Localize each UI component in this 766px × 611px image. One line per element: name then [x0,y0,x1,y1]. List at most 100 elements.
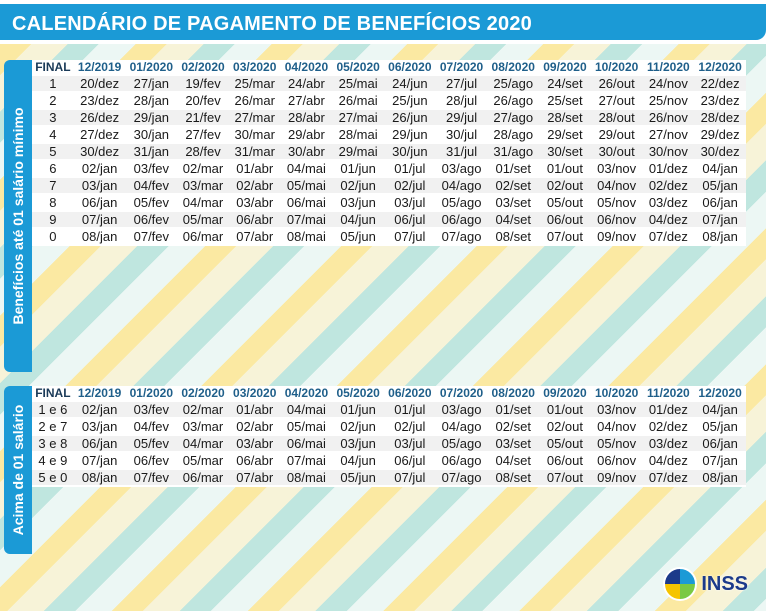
column-header-month: 09/2020 [539,386,591,402]
payment-date-cell: 06/jan [73,435,126,453]
payment-date-cell: 22/dez [694,75,746,93]
column-header-month: 01/2020 [125,386,178,402]
payment-date-cell: 29/dez [694,126,746,144]
final-digit-cell: 1 [32,75,74,93]
payment-date-cell: 06/abr [228,211,281,229]
payment-date-cell: 07/ago [435,228,488,246]
payment-date-cell: 06/nov [590,211,643,229]
payment-date-cell: 03/dez [642,435,695,453]
payment-date-cell: 05/mai [280,418,333,436]
payment-date-cell: 29/jun [383,126,436,144]
table-row: 4 27/dez 30/jan 27/fev 30/mar 29/abr 28/mai 29/… [32,126,746,144]
final-digit-cell: 6 [32,160,74,178]
payment-date-cell: 07/dez [642,228,695,246]
table-body: FINAL 12/2019 01/2020 02/2020 03/2020 04/2020… [32,60,746,246]
table-row: 1 e 6 02/jan 03/fev 02/mar 01/abr 04/mai 01/ju… [32,401,746,419]
payment-date-cell: 24/nov [642,75,695,93]
payment-date-cell: 02/dez [642,418,695,436]
payment-date-cell: 04/set [487,211,540,229]
payment-date-cell: 28/out [590,109,643,127]
page-title: CALENDÁRIO DE PAGAMENTO DE BENEFÍCIOS 20… [12,13,532,35]
payment-date-cell: 04/dez [642,452,695,470]
payment-date-cell: 03/jun [332,435,384,453]
payment-date-cell: 31/jul [435,143,488,161]
payment-date-cell: 31/jan [125,143,178,161]
payment-date-cell: 06/abr [228,452,281,470]
payment-date-cell: 01/abr [228,401,281,419]
payment-date-cell: 25/jun [383,92,436,110]
column-header-month: 03/2020 [228,60,281,76]
payment-date-cell: 01/set [487,160,540,178]
column-header-month: 02/2020 [177,60,229,76]
payment-date-cell: 07/mai [280,211,333,229]
payment-date-cell: 01/jul [383,401,436,419]
inss-logo: INSS [663,567,748,601]
inss-logo-icon [663,567,698,601]
payment-date-cell: 05/fev [125,435,178,453]
payment-date-cell: 05/jun [332,469,384,487]
payment-date-cell: 26/mai [332,92,384,110]
payment-date-cell: 28/jan [125,92,178,110]
final-digit-cell: 8 [32,194,74,212]
final-digit-cell: 0 [32,228,74,246]
payment-date-cell: 26/out [590,75,643,93]
payment-date-cell: 28/jul [435,92,488,110]
table-row: 0 08/jan 07/fev 06/mar 07/abr 08/mai 05/jun 07/… [32,228,746,246]
payment-date-cell: 03/abr [228,435,281,453]
payment-date-cell: 05/ago [435,435,488,453]
payment-date-cell: 06/ago [435,452,488,470]
payment-date-cell: 25/set [539,92,591,110]
payment-date-cell: 09/nov [590,469,643,487]
payment-date-cell: 30/abr [280,143,333,161]
table-row: 9 07/jan 06/fev 05/mar 06/abr 07/mai 04/jun 06/… [32,211,746,229]
table-row: 3 26/dez 29/jan 21/fev 27/mar 28/abr 27/mai 26/… [32,109,746,127]
payment-date-cell: 05/ago [435,194,488,212]
payment-date-cell: 30/out [590,143,643,161]
payment-date-cell: 23/dez [73,92,126,110]
payment-date-cell: 07/dez [642,469,695,487]
column-header-month: 04/2020 [280,60,333,76]
payment-date-cell: 04/jun [332,452,384,470]
payment-date-cell: 07/abr [228,228,281,246]
payment-date-cell: 27/ago [487,109,540,127]
payment-date-cell: 06/mar [177,469,229,487]
payment-date-cell: 03/mar [177,418,229,436]
payment-date-cell: 23/dez [694,92,746,110]
payment-date-cell: 08/mai [280,469,333,487]
payment-date-cell: 08/set [487,228,540,246]
payment-date-cell: 20/fev [177,92,229,110]
payment-date-cell: 25/ago [487,75,540,93]
payment-date-cell: 28/mai [332,126,384,144]
payment-date-cell: 26/jun [383,109,436,127]
payment-date-cell: 27/abr [280,92,333,110]
payment-date-cell: 30/set [539,143,591,161]
payment-date-cell: 02/set [487,177,540,195]
column-header-month: 10/2020 [590,386,643,402]
payment-date-cell: 03/jun [332,194,384,212]
final-digit-cell: 2 e 7 [32,418,74,436]
final-digit-cell: 5 [32,143,74,161]
column-header-month: 11/2020 [642,60,695,76]
column-header-month: 05/2020 [332,386,384,402]
payment-date-cell: 29/abr [280,126,333,144]
payment-date-cell: 04/set [487,452,540,470]
payment-date-cell: 08/jan [694,228,746,246]
payment-date-cell: 05/jan [694,177,746,195]
payment-date-cell: 03/nov [590,401,643,419]
payment-date-cell: 01/jun [332,401,384,419]
payment-date-cell: 19/fev [177,75,229,93]
column-header-month: 08/2020 [487,386,540,402]
payment-date-cell: 06/out [539,211,591,229]
payment-date-cell: 05/nov [590,194,643,212]
payment-date-cell: 02/set [487,418,540,436]
payment-date-cell: 06/mar [177,228,229,246]
payment-date-cell: 04/mar [177,435,229,453]
table-body: FINAL 12/2019 01/2020 02/2020 03/2020 04/2020… [32,386,746,487]
payment-date-cell: 20/dez [73,75,126,93]
payment-date-cell: 07/jan [73,211,126,229]
payment-date-cell: 07/jul [383,469,436,487]
table-row: 2 e 7 03/jan 04/fev 03/mar 02/abr 05/mai 02/ju… [32,418,746,436]
payment-date-cell: 24/abr [280,75,333,93]
column-header-month: 10/2020 [590,60,643,76]
column-header-month: 07/2020 [435,386,488,402]
